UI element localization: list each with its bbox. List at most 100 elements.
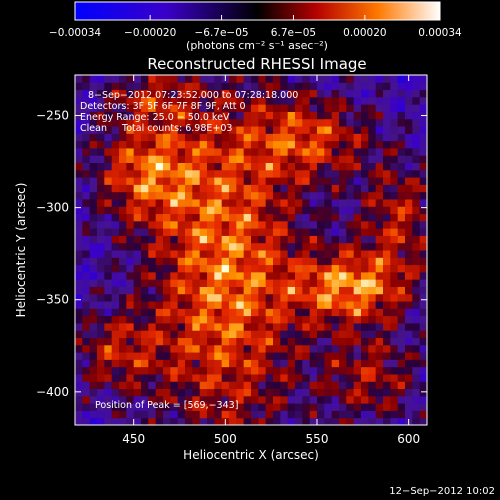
heatmap-cell <box>236 322 245 331</box>
heatmap-cell <box>75 301 83 309</box>
heatmap-cell <box>419 381 428 390</box>
heatmap-cell <box>368 373 377 382</box>
heatmap-cell <box>82 184 91 193</box>
heatmap-cell <box>302 104 311 112</box>
heatmap-cell <box>390 228 399 236</box>
heatmap-cell <box>177 373 186 382</box>
heatmap-cell <box>412 417 421 426</box>
heatmap-cell <box>111 403 120 411</box>
heatmap-cell <box>383 410 391 419</box>
heatmap-cell <box>390 293 399 302</box>
heatmap-cell <box>251 235 259 244</box>
heatmap-cell <box>119 344 127 353</box>
heatmap-cell <box>192 177 201 185</box>
heatmap-cell <box>287 330 296 338</box>
heatmap-cell <box>119 140 127 149</box>
heatmap-cell <box>199 82 208 91</box>
heatmap-cell <box>361 206 369 215</box>
heatmap-cell <box>243 220 252 229</box>
heatmap-cell <box>155 198 164 207</box>
heatmap-cell <box>221 155 230 163</box>
heatmap-cell <box>214 177 223 185</box>
heatmap-cell <box>177 162 186 171</box>
heatmap-cell <box>82 162 91 171</box>
heatmap-cell <box>243 271 252 280</box>
heatmap-cell <box>390 242 399 251</box>
heatmap-cell <box>419 366 428 375</box>
heatmap-cell <box>383 184 391 193</box>
heatmap-cell <box>280 352 289 360</box>
heatmap-cell <box>229 206 237 215</box>
heatmap-cell <box>368 220 377 229</box>
heatmap-cell <box>243 337 252 346</box>
heatmap-cell <box>251 417 259 426</box>
heatmap-cell <box>265 403 274 411</box>
heatmap-cell <box>229 220 237 229</box>
heatmap-cell <box>273 89 281 98</box>
heatmap-cell <box>119 75 127 83</box>
heatmap-cell <box>287 191 296 200</box>
heatmap-cell <box>89 82 98 91</box>
heatmap-cell <box>346 250 355 258</box>
heatmap-cell <box>405 118 413 127</box>
heatmap-cell <box>221 337 230 346</box>
heatmap-cell <box>214 257 223 266</box>
heatmap-cell <box>346 344 355 353</box>
heatmap-cell <box>133 417 142 426</box>
heatmap-cell <box>346 417 355 426</box>
heatmap-cell <box>273 250 281 258</box>
heatmap-cell <box>339 337 347 346</box>
heatmap-cell <box>97 191 105 200</box>
heatmap-cell <box>236 89 245 98</box>
heatmap-cell <box>111 213 120 222</box>
heatmap-cell <box>236 308 245 317</box>
heatmap-cell <box>192 286 201 295</box>
heatmap-cell <box>353 242 362 251</box>
heatmap-cell <box>97 337 105 346</box>
heatmap-cell <box>390 213 399 222</box>
heatmap-cell <box>148 126 157 134</box>
heatmap-cell <box>170 140 179 149</box>
heatmap-cell <box>324 140 333 149</box>
heatmap-cell <box>104 235 113 244</box>
heatmap-cell <box>214 162 223 171</box>
heatmap-cell <box>177 352 186 360</box>
heatmap-cell <box>97 235 105 244</box>
heatmap-cell <box>82 177 91 185</box>
heatmap-cell <box>148 308 157 317</box>
heatmap-cell <box>251 373 259 382</box>
heatmap-cell <box>287 206 296 215</box>
heatmap-cell <box>390 147 399 156</box>
heatmap-cell <box>405 315 413 324</box>
heatmap-cell <box>346 359 355 368</box>
heatmap-cell <box>133 126 142 134</box>
heatmap-cell <box>148 395 157 404</box>
heatmap-cell <box>258 403 267 411</box>
heatmap-cell <box>221 403 230 411</box>
heatmap-cell <box>141 344 149 353</box>
heatmap-cell <box>82 366 91 375</box>
heatmap-cell <box>368 352 377 360</box>
heatmap-cell <box>419 264 428 273</box>
heatmap-cell <box>295 75 303 83</box>
heatmap-cell <box>148 228 157 236</box>
heatmap-cell <box>163 133 171 142</box>
heatmap-cell <box>412 250 421 258</box>
heatmap-cell <box>163 417 171 426</box>
heatmap-cell <box>229 89 237 98</box>
heatmap-cell <box>192 198 201 207</box>
heatmap-cell <box>331 147 340 156</box>
heatmap-cell <box>302 344 311 353</box>
heatmap-cell <box>397 366 406 375</box>
heatmap-cell <box>75 155 83 163</box>
heatmap-cell <box>368 228 377 236</box>
heatmap-cell <box>236 337 245 346</box>
heatmap-cell <box>317 242 325 251</box>
heatmap-cell <box>405 373 413 382</box>
heatmap-cell <box>397 264 406 273</box>
heatmap-cell <box>361 417 369 426</box>
heatmap-cell <box>199 279 208 287</box>
heatmap-cell <box>265 279 274 287</box>
heatmap-cell <box>177 250 186 258</box>
heatmap-cell <box>353 315 362 324</box>
